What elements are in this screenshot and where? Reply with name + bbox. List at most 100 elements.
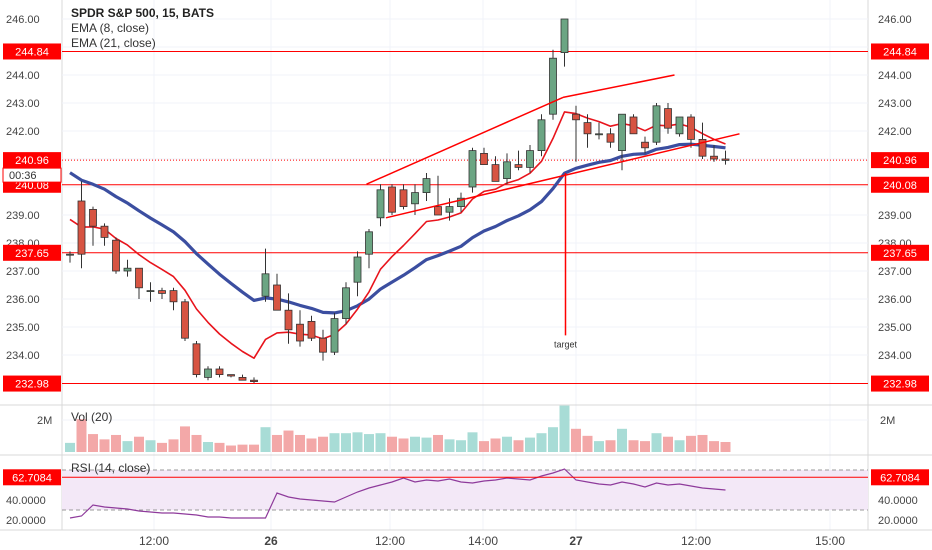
volume-bar [490, 438, 501, 452]
candle-body [549, 57, 557, 115]
volume-bar [697, 434, 708, 452]
candle-body [468, 150, 477, 188]
volume-bar [168, 439, 179, 452]
last-price-tag-right [871, 152, 929, 169]
price-tick-label-left: 243.00 [6, 98, 40, 110]
candle-body [376, 189, 385, 219]
level-tag-right-text: 232.98 [883, 379, 917, 391]
volume-bar [157, 442, 167, 452]
candle-body [77, 200, 86, 255]
price-tick-label-right: 244.00 [878, 70, 912, 82]
volume-bar [433, 434, 443, 452]
volume-bar [456, 440, 466, 452]
candle-body [319, 337, 327, 353]
candle-body [66, 253, 74, 256]
volume-bar [341, 433, 351, 452]
volume-bar [306, 438, 317, 452]
volume-bar [329, 433, 340, 452]
candle-body [652, 105, 661, 143]
volume-bar [191, 434, 202, 452]
volume-bar [720, 442, 731, 452]
volume-bar [318, 436, 328, 452]
candle-body [537, 119, 546, 152]
rsi-value-tag-left [3, 469, 61, 486]
volume-bar [76, 419, 87, 452]
last-price-tag-right-text: 240.96 [883, 155, 917, 167]
volume-bar [548, 427, 558, 452]
candle-body [664, 108, 672, 129]
volume-bar [88, 434, 98, 452]
volume-bar [513, 440, 524, 452]
volume-bar [536, 433, 547, 452]
volume-legend[interactable]: Vol (20) [71, 410, 113, 424]
candle-body [618, 113, 626, 151]
channel-lower-line [385, 133, 740, 219]
rsi-value-tag-right [871, 469, 929, 486]
price-tick-label-right: 234.00 [878, 350, 912, 362]
candle-body [698, 138, 707, 157]
volume-bar [122, 441, 133, 452]
price-tick-label-right: 246.00 [878, 14, 912, 26]
time-tick-label: 12:00 [375, 534, 405, 548]
level-tag-right-text: 237.65 [883, 248, 917, 260]
candle-body [123, 267, 132, 272]
candle-body [365, 231, 373, 255]
price-tick-label-left: 242.00 [6, 126, 40, 138]
volume-bar [237, 444, 248, 452]
candle-body [307, 320, 316, 339]
price-tick-label-right: 243.00 [878, 98, 912, 110]
volume-axis-label-right: 2M [880, 415, 895, 427]
level-tag-left-text: 232.98 [15, 379, 49, 391]
candle-body [503, 161, 511, 180]
price-tick-label-right: 235.00 [878, 322, 912, 334]
candle-body [296, 323, 304, 342]
volume-axis-label-left: 2M [37, 415, 52, 427]
candle-body [480, 152, 488, 165]
candle-body [238, 376, 247, 381]
rsi-tick-label-left: 40.0000 [6, 495, 46, 507]
volume-bar [628, 440, 639, 452]
volume-bar [145, 440, 156, 452]
rsi-legend[interactable]: RSI (14, close) [71, 461, 151, 475]
channel-upper-line [366, 96, 564, 185]
volume-bar [249, 444, 259, 452]
volume-bar [375, 433, 386, 452]
ema8-line [69, 111, 726, 360]
volume-bar [582, 435, 593, 452]
time-tick-label: 12:00 [681, 534, 711, 548]
volume-bar [352, 432, 363, 452]
candle-body [89, 208, 97, 227]
ema8-legend[interactable]: EMA (8, close) [71, 21, 150, 35]
rsi-band [62, 470, 868, 510]
candle-body [583, 122, 592, 135]
volume-bar [525, 437, 535, 452]
level-tag-right [871, 43, 929, 60]
price-tick-label-left: 239.00 [6, 210, 40, 222]
candle-body [445, 206, 454, 213]
candle-body [434, 206, 442, 216]
volume-bar [180, 426, 190, 452]
price-tick-label-right: 239.00 [878, 210, 912, 222]
candle-body [572, 113, 580, 121]
candle-body [422, 178, 431, 194]
price-tick-label-right: 237.00 [878, 266, 912, 278]
volume-bar [605, 440, 616, 452]
volume-bar [65, 442, 75, 452]
price-tick-label-right: 242.00 [878, 126, 912, 138]
volume-bar [571, 428, 581, 452]
volume-bar [203, 442, 213, 452]
price-tick-label-left: 246.00 [6, 14, 40, 26]
rsi-line [69, 468, 726, 519]
time-tick-label: 27 [569, 534, 583, 548]
symbol-title[interactable]: SPDR S&P 500, 15, BATS [71, 6, 214, 20]
ema21-legend[interactable]: EMA (21, close) [71, 36, 156, 50]
candle-body [342, 287, 350, 319]
volume-bar [134, 436, 144, 452]
candle-body [204, 368, 212, 378]
candle-body [399, 189, 408, 208]
level-tag-right-text: 240.08 [883, 180, 917, 192]
candle-body [192, 343, 201, 375]
volume-bar [364, 434, 374, 452]
candle-body [457, 197, 465, 207]
